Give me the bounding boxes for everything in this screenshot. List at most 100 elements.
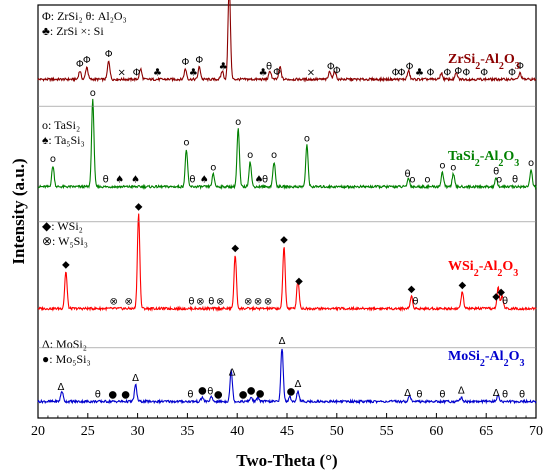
peak-marker: θ — [262, 175, 268, 186]
peak-marker: θ — [502, 389, 508, 400]
peak-marker: ● — [198, 385, 207, 396]
peak-marker: o — [235, 117, 241, 128]
panel-separators — [38, 105, 536, 349]
legend-line: ♠: Ta₅Si₃ — [42, 133, 85, 147]
peak-marker: Δ — [404, 388, 411, 399]
peak-marker: o — [528, 158, 534, 169]
peak-marker: θ — [493, 166, 499, 177]
peak-marker: ● — [108, 389, 117, 400]
peak-marker: ♣ — [153, 67, 162, 78]
peak-marker: o — [271, 150, 277, 161]
legend-line: Φ: ZrSi₂ θ: Al₂O₃ — [42, 9, 127, 23]
peak-marker: Δ — [458, 385, 465, 396]
series-line-1 — [37, 98, 537, 191]
peak-marker: Δ — [295, 379, 302, 390]
peak-marker: Φ — [327, 61, 335, 72]
phase-legends: Φ: ZrSi₂ θ: Al₂O₃♣: ZrSi ×: Si o: TaSi₂♠:… — [42, 9, 127, 366]
peak-marker: ⊗ — [124, 297, 132, 308]
legend-line: ●: Mo₅Si₃ — [42, 352, 91, 366]
y-axis-title: Intensity (a.u.) — [9, 158, 28, 264]
peak-marker: ◆ — [62, 259, 70, 270]
x-tick-label: 45 — [280, 424, 294, 439]
peak-marker: × — [117, 67, 125, 78]
x-tick-label: 25 — [81, 424, 95, 439]
x-tick-label: 70 — [529, 424, 543, 439]
x-tick-label: 20 — [31, 424, 45, 439]
peak-marker: o — [90, 88, 96, 99]
peak-marker: ⊗ — [196, 297, 204, 308]
peak-marker: ◆ — [135, 202, 143, 213]
legend-line: o: TaSi₂ — [42, 118, 80, 132]
peak-marker: θ — [188, 297, 194, 308]
peak-marker: ● — [256, 388, 265, 399]
peak-marker: Φ — [195, 55, 203, 66]
peak-marker: θ — [187, 389, 193, 400]
peak-marker: Φ — [105, 49, 113, 60]
peak-marker: ◆ — [408, 284, 416, 295]
peak-marker: θ — [266, 62, 272, 73]
series-line-3 — [37, 348, 537, 405]
series-label-2: WSi2-Al2O3 — [448, 259, 518, 279]
peak-marker: ⊗ — [254, 297, 262, 308]
peak-marker: θ — [189, 175, 195, 186]
peak-marker: ♠ — [255, 175, 264, 186]
peak-marker: ♣ — [189, 67, 198, 78]
peak-marker: o — [450, 162, 456, 173]
peak-marker: o — [409, 175, 415, 186]
peak-marker: ● — [247, 385, 256, 396]
legend-line: Δ: MoSi₂ — [42, 337, 87, 351]
peak-marker: Δ — [229, 368, 236, 379]
x-tick-label: 35 — [180, 424, 194, 439]
peak-marker: θ — [208, 297, 214, 308]
series-labels: ZrSi2-Al2O3 TaSi2-Al2O3 WSi2-Al2O3 MoSi2-Al… — [448, 52, 524, 369]
peak-marker: θ — [439, 389, 445, 400]
peak-marker: o — [304, 133, 310, 144]
series-label-1: TaSi2-Al2O3 — [448, 149, 519, 169]
peak-marker: o — [210, 162, 216, 173]
peak-marker: Φ — [480, 67, 488, 78]
peak-marker: o — [247, 150, 253, 161]
peak-marker: Φ — [76, 59, 84, 70]
peak-marker: Φ — [508, 67, 516, 78]
peak-marker: o — [183, 138, 189, 149]
peak-marker: Φ — [83, 55, 91, 66]
peak-marker: o — [424, 175, 430, 186]
peak-marker: Φ — [133, 67, 141, 78]
peak-marker: θ — [207, 387, 213, 398]
peak-marker: Φ — [406, 62, 414, 73]
legend-line: ♣: ZrSi ×: Si — [42, 24, 104, 38]
peak-marker: Φ — [181, 57, 189, 68]
peak-marker: ♠ — [200, 175, 209, 186]
series-layer — [37, 0, 537, 405]
x-tick-label: 40 — [230, 424, 244, 439]
x-tick-label: 65 — [479, 424, 493, 439]
peak-marker: ◆ — [492, 291, 500, 302]
peak-marker: θ — [103, 175, 109, 186]
peak-marker: ♣ — [259, 67, 268, 78]
peak-marker: Φ — [454, 66, 462, 77]
series-label-0: ZrSi2-Al2O3 — [448, 52, 520, 72]
peak-marker: θ — [412, 297, 418, 308]
peak-marker: θ — [404, 169, 410, 180]
peak-marker: ♠ — [115, 175, 124, 186]
peak-marker: Φ — [462, 67, 470, 78]
peak-marker-layer: ΦΦΦ×Φ♣Φ♣Φ♣Φ♣θΦ×ΦΦΦΦΦ♣ΦΦΦΦΦΦΦooθ♠♠oθ♠ooo♠… — [50, 49, 534, 401]
peak-marker: Φ — [516, 61, 524, 72]
peak-marker: o — [439, 160, 445, 171]
peak-marker: ◆ — [280, 235, 288, 246]
peak-marker: θ — [95, 389, 101, 400]
peak-marker: θ — [512, 175, 518, 186]
peak-marker: θ — [502, 296, 508, 307]
peak-marker: ◆ — [497, 287, 505, 298]
peak-marker: ♠ — [131, 175, 140, 186]
peak-marker: × — [307, 67, 315, 78]
x-tick-label: 55 — [380, 424, 394, 439]
legend-line: ◆: WSi₂ — [42, 219, 83, 233]
peak-marker: Δ — [493, 388, 500, 399]
peak-marker: ● — [214, 389, 223, 400]
peak-marker: ◆ — [458, 280, 466, 291]
peak-marker: Φ — [333, 65, 341, 76]
peak-marker: ⊗ — [216, 297, 224, 308]
peak-marker: ● — [287, 387, 296, 398]
